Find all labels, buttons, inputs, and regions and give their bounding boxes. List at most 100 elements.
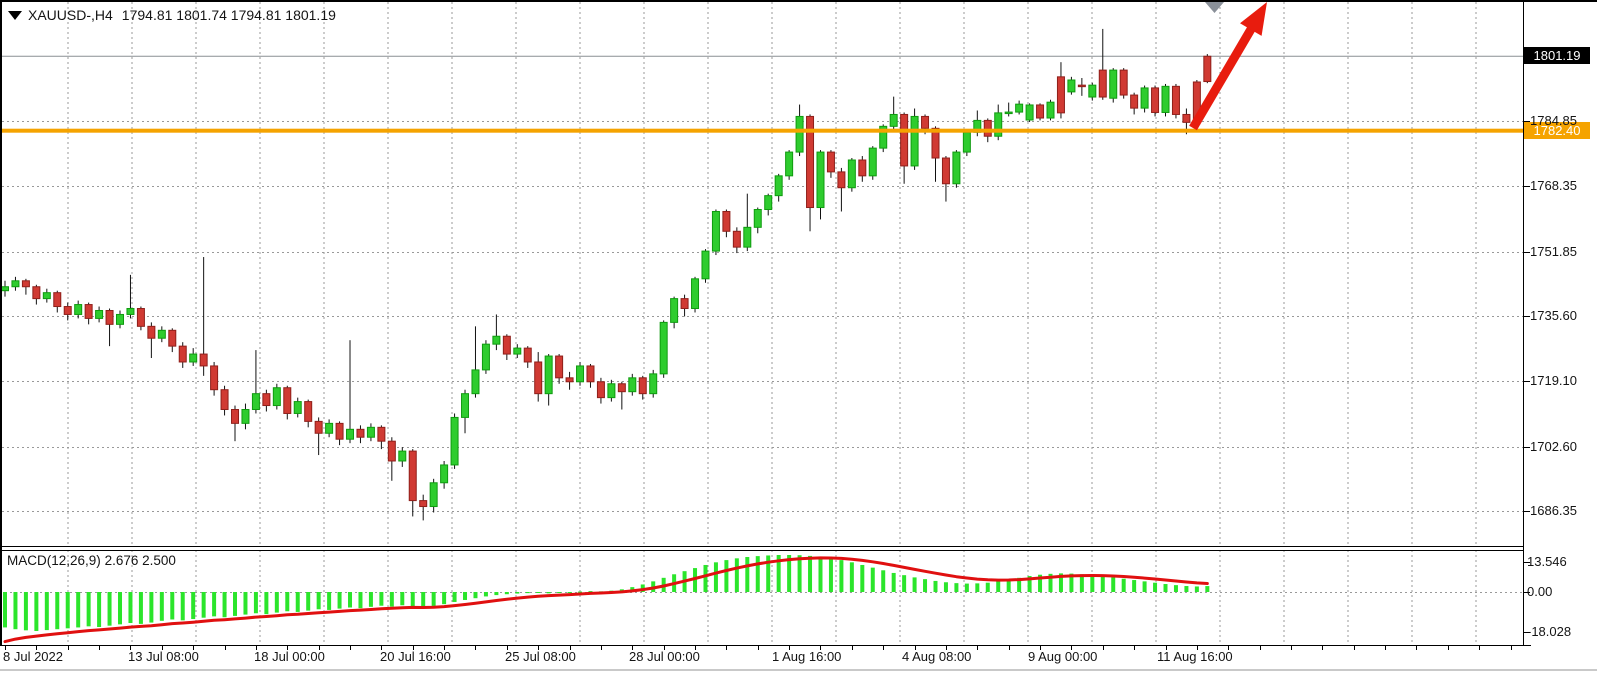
candlestick[interactable] bbox=[42, 292, 51, 300]
candlestick[interactable] bbox=[795, 115, 804, 153]
macd-histogram-bar[interactable] bbox=[1090, 575, 1095, 592]
candlestick[interactable] bbox=[304, 401, 313, 422]
macd-histogram-bar[interactable] bbox=[379, 592, 384, 606]
candlestick[interactable] bbox=[826, 151, 835, 173]
macd-histogram-bar[interactable] bbox=[3, 592, 7, 628]
candlestick[interactable] bbox=[481, 343, 490, 371]
macd-histogram-bar[interactable] bbox=[44, 592, 49, 631]
macd-histogram-bar[interactable] bbox=[1194, 586, 1199, 592]
macd-histogram-bar[interactable] bbox=[118, 592, 123, 625]
macd-histogram-bar[interactable] bbox=[233, 592, 238, 616]
macd-indicator-panel[interactable] bbox=[0, 550, 1523, 645]
macd-histogram-bar[interactable] bbox=[253, 592, 258, 614]
macd-histogram-bar[interactable] bbox=[494, 592, 499, 596]
macd-histogram-bar[interactable] bbox=[97, 592, 102, 627]
candlestick[interactable] bbox=[952, 151, 961, 185]
candlestick[interactable] bbox=[408, 450, 417, 502]
macd-histogram-bar[interactable] bbox=[1205, 586, 1210, 592]
macd-histogram-bar[interactable] bbox=[201, 592, 206, 618]
macd-histogram-bar[interactable] bbox=[400, 592, 405, 606]
macd-histogram-bar[interactable] bbox=[358, 592, 363, 609]
macd-histogram-bar[interactable] bbox=[828, 558, 833, 592]
macd-histogram-bar[interactable] bbox=[525, 592, 530, 594]
support-resistance-line[interactable] bbox=[0, 128, 1523, 133]
candlestick[interactable] bbox=[1182, 113, 1191, 123]
candlestick[interactable] bbox=[1161, 85, 1170, 113]
macd-histogram-bar[interactable] bbox=[159, 592, 164, 621]
macd-histogram-bar[interactable] bbox=[107, 592, 112, 626]
macd-histogram-bar[interactable] bbox=[1111, 577, 1116, 592]
macd-histogram-bar[interactable] bbox=[902, 575, 907, 592]
candlestick[interactable] bbox=[157, 329, 166, 339]
macd-histogram-bar[interactable] bbox=[327, 592, 332, 610]
candlestick[interactable] bbox=[346, 428, 355, 440]
macd-histogram-bar[interactable] bbox=[891, 572, 896, 592]
macd-histogram-bar[interactable] bbox=[285, 592, 290, 612]
main-chart-bottom-separator[interactable] bbox=[0, 546, 1523, 547]
candlestick[interactable] bbox=[523, 347, 532, 363]
trend-arrow-head[interactable] bbox=[1240, 2, 1267, 36]
macd-histogram-bar[interactable] bbox=[13, 592, 18, 630]
candlestick[interactable] bbox=[1088, 84, 1097, 98]
macd-histogram-bar[interactable] bbox=[452, 592, 457, 602]
macd-histogram-bar[interactable] bbox=[1153, 582, 1158, 592]
candlestick[interactable] bbox=[95, 309, 104, 319]
macd-histogram-bar[interactable] bbox=[567, 592, 572, 593]
candlestick[interactable] bbox=[283, 387, 292, 414]
candlestick[interactable] bbox=[1098, 69, 1107, 98]
macd-histogram-bar[interactable] bbox=[180, 592, 185, 621]
candlestick[interactable] bbox=[659, 321, 668, 375]
candlestick[interactable] bbox=[189, 353, 198, 363]
candlestick[interactable] bbox=[1004, 111, 1013, 115]
candlestick[interactable] bbox=[753, 209, 762, 228]
macd-histogram-bar[interactable] bbox=[557, 592, 562, 593]
macd-histogram-bar[interactable] bbox=[923, 579, 928, 592]
candlestick[interactable] bbox=[502, 335, 511, 355]
candlestick[interactable] bbox=[199, 353, 208, 367]
macd-histogram-bar[interactable] bbox=[755, 556, 760, 592]
candlestick[interactable] bbox=[732, 230, 741, 248]
macd-histogram-bar[interactable] bbox=[34, 592, 39, 631]
candlestick[interactable] bbox=[21, 280, 30, 288]
macd-histogram-bar[interactable] bbox=[588, 591, 593, 593]
macd-histogram-bar[interactable] bbox=[295, 592, 300, 612]
candlestick[interactable] bbox=[670, 298, 679, 323]
candlestick[interactable] bbox=[879, 125, 888, 149]
candlestick[interactable] bbox=[492, 335, 501, 345]
candlestick[interactable] bbox=[241, 409, 250, 424]
candlestick[interactable] bbox=[711, 210, 720, 252]
macd-histogram-bar[interactable] bbox=[713, 562, 718, 592]
macd-histogram-bar[interactable] bbox=[546, 592, 551, 594]
candlestick[interactable] bbox=[251, 393, 260, 411]
candlestick[interactable] bbox=[1036, 104, 1045, 119]
candlestick[interactable] bbox=[691, 278, 700, 310]
macd-histogram-bar[interactable] bbox=[776, 555, 781, 592]
macd-histogram-bar[interactable] bbox=[536, 592, 541, 593]
candlestick[interactable] bbox=[837, 171, 846, 189]
macd-histogram-bar[interactable] bbox=[1132, 580, 1137, 592]
macd-histogram-bar[interactable] bbox=[766, 555, 771, 592]
candlestick[interactable] bbox=[377, 426, 386, 442]
macd-histogram-bar[interactable] bbox=[839, 560, 844, 592]
macd-histogram-bar[interactable] bbox=[1038, 574, 1043, 592]
candlestick[interactable] bbox=[858, 159, 867, 177]
macd-histogram-bar[interactable] bbox=[1121, 578, 1126, 592]
candlestick[interactable] bbox=[816, 151, 825, 209]
macd-histogram-bar[interactable] bbox=[881, 570, 886, 592]
candlestick[interactable] bbox=[293, 401, 302, 414]
candlestick[interactable] bbox=[450, 416, 459, 466]
macd-histogram-bar[interactable] bbox=[870, 567, 875, 592]
candlestick[interactable] bbox=[1109, 69, 1118, 99]
macd-histogram-bar[interactable] bbox=[212, 592, 217, 617]
macd-histogram-bar[interactable] bbox=[1184, 586, 1189, 592]
macd-histogram-bar[interactable] bbox=[1048, 573, 1053, 592]
candlestick[interactable] bbox=[994, 112, 1003, 137]
candlestick[interactable] bbox=[356, 428, 365, 438]
candlestick[interactable] bbox=[555, 355, 564, 379]
macd-histogram-bar[interactable] bbox=[703, 564, 708, 592]
candlestick[interactable] bbox=[544, 355, 553, 395]
macd-histogram-bar[interactable] bbox=[348, 592, 353, 608]
macd-histogram-bar[interactable] bbox=[515, 592, 520, 594]
macd-histogram-bar[interactable] bbox=[745, 557, 750, 592]
macd-histogram-bar[interactable] bbox=[504, 592, 509, 595]
